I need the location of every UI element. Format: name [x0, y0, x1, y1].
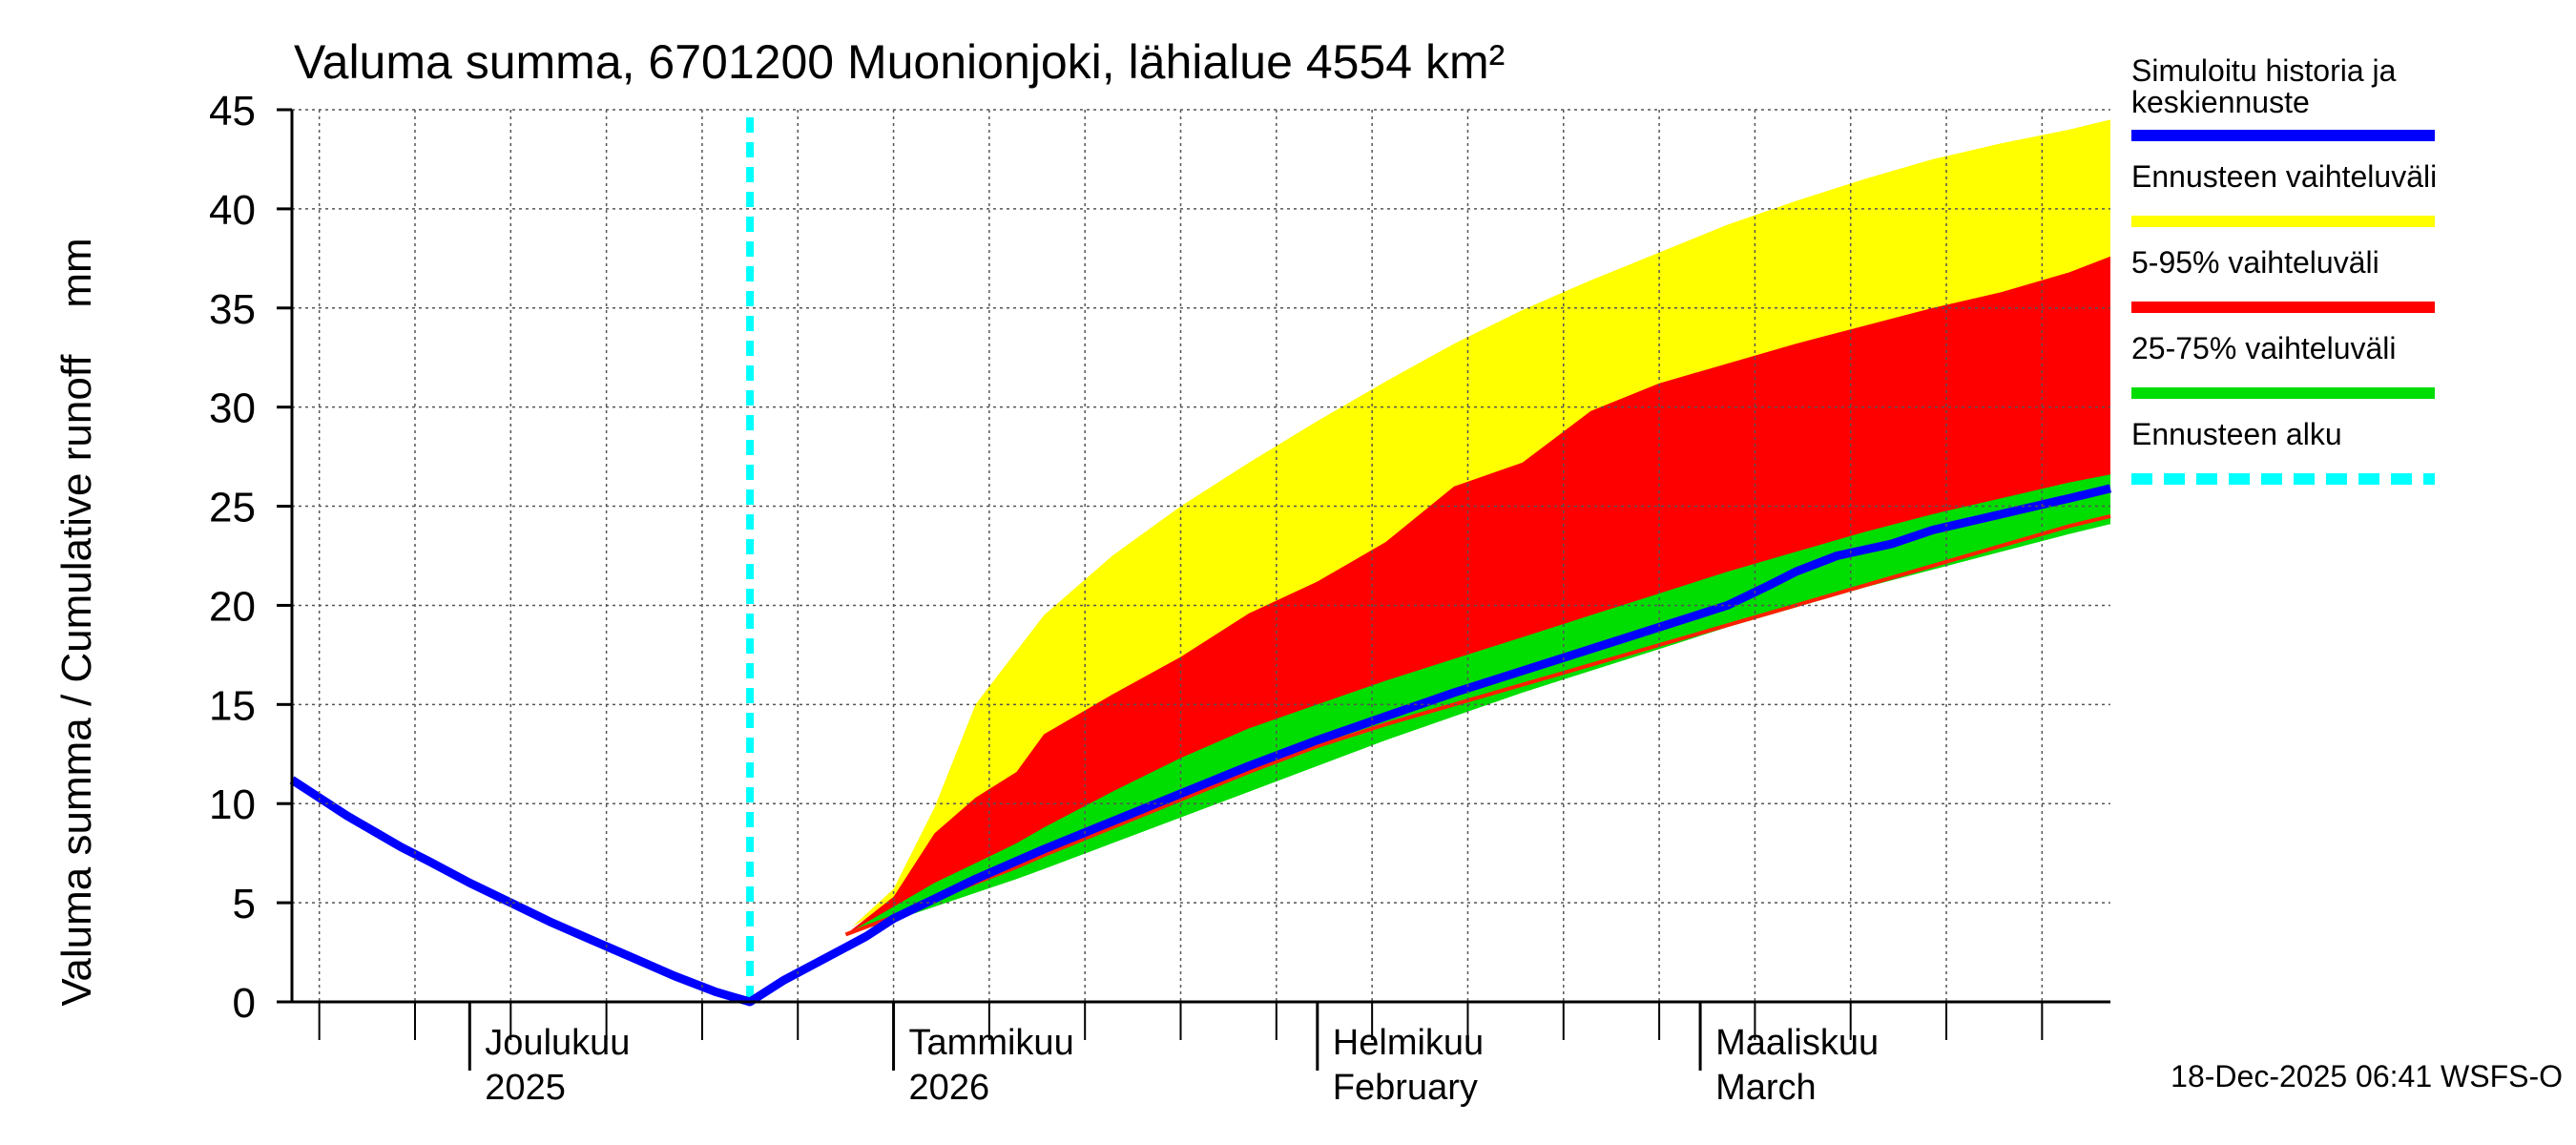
y-tick-label: 45: [209, 88, 256, 135]
plot-area: [289, 110, 2112, 1007]
month-label: Tammikuu: [909, 1023, 1074, 1063]
y-tick-label: 25: [209, 485, 256, 531]
month-label: Helmikuu: [1333, 1023, 1484, 1063]
month-sublabel: February: [1333, 1068, 1478, 1108]
legend-item-25-75-vaihteluv-li: 25-75% vaihteluväli: [2131, 331, 2435, 399]
chart-title: Valuma summa, 6701200 Muonionjoki, lähia…: [294, 35, 1505, 89]
axes: 051015202530354045Joulukuu2025Tammikuu20…: [209, 88, 2110, 1108]
y-tick-label: 35: [209, 286, 256, 333]
legend-item-ennusteen-alku: Ennusteen alku: [2131, 417, 2435, 485]
legend-label: keskiennuste: [2131, 85, 2310, 119]
y-tick-label: 15: [209, 682, 256, 729]
band-lower-edge-line: [844, 513, 2111, 937]
gridlines: [292, 109, 2110, 1002]
median-series-line: [289, 484, 2112, 1007]
legend-item-ennusteen-vaihteluv-li: Ennusteen vaihteluväli: [2131, 159, 2437, 227]
legend-item-5-95-vaihteluv-li: 5-95% vaihteluväli: [2131, 245, 2435, 313]
y-tick-label: 30: [209, 385, 256, 432]
y-axis-label: Valuma summa / Cumulative runoff mm: [53, 238, 100, 1006]
y-tick-label: 40: [209, 187, 256, 234]
legend-label: Ennusteen alku: [2131, 417, 2342, 451]
legend-label: 5-95% vaihteluväli: [2131, 245, 2379, 280]
legend-label: Ennusteen vaihteluväli: [2131, 159, 2437, 194]
y-tick-label: 10: [209, 781, 256, 828]
band-25-75-vaihteluv-li: [845, 474, 2110, 935]
legend-label: Simuloitu historia ja: [2131, 53, 2397, 88]
month-sublabel: 2026: [909, 1068, 990, 1108]
month-sublabel: 2025: [485, 1068, 566, 1108]
month-label: Maaliskuu: [1715, 1023, 1879, 1063]
band-5-95-vaihteluv-li: [845, 256, 2110, 935]
timestamp-footer: 18-Dec-2025 06:41 WSFS-O: [2171, 1059, 2563, 1093]
month-sublabel: March: [1715, 1068, 1817, 1108]
y-tick-label: 0: [233, 980, 256, 1027]
y-tick-label: 5: [233, 881, 256, 927]
legend-label: 25-75% vaihteluväli: [2131, 331, 2397, 365]
y-tick-label: 20: [209, 583, 256, 630]
month-label: Joulukuu: [485, 1023, 630, 1063]
